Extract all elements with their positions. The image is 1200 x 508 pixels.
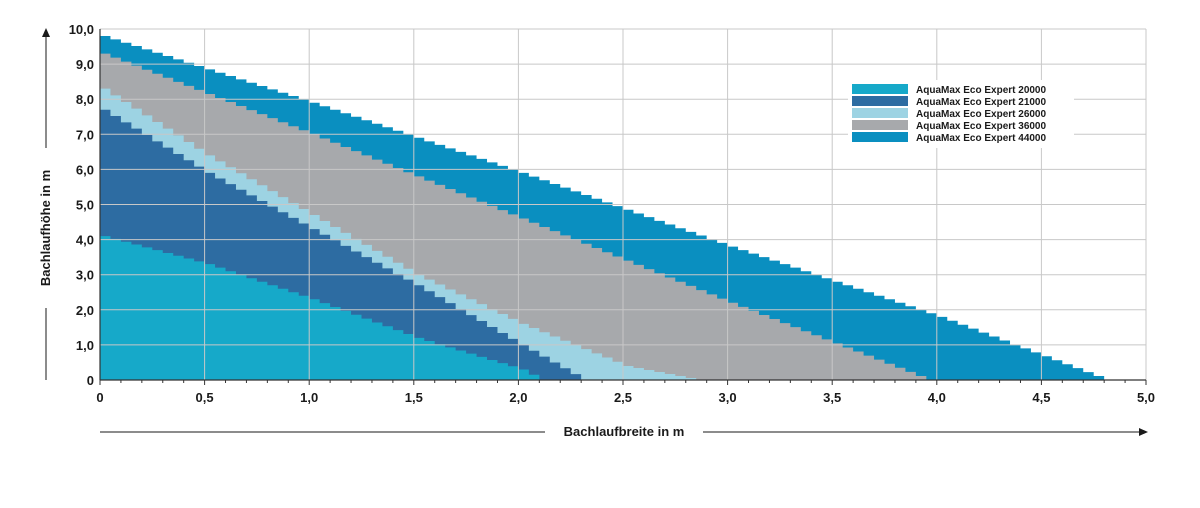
x-tick-labels: 0 0,5 1,0 1,5 2,0 2,5 3,0 3,5 4,0 4,5 5,0 <box>96 390 1155 405</box>
x-tick-label: 2,0 <box>509 390 527 405</box>
y-tick-label: 2,0 <box>76 303 94 318</box>
x-tick-label: 2,5 <box>614 390 632 405</box>
series-areas <box>100 36 1105 381</box>
axes <box>99 29 1147 385</box>
x-tick-label: 0,5 <box>196 390 214 405</box>
legend-label: AquaMax Eco Expert 44000 <box>916 133 1046 144</box>
legend-label: AquaMax Eco Expert 21000 <box>916 97 1046 108</box>
y-tick-label: 0 <box>87 373 94 388</box>
series-area-20000 <box>100 236 540 380</box>
x-tick-label: 5,0 <box>1137 390 1155 405</box>
x-tick-label: 4,5 <box>1032 390 1050 405</box>
y-axis-arrowhead <box>42 28 50 37</box>
y-tick-label: 7,0 <box>76 127 94 142</box>
x-tick-label: 1,0 <box>300 390 318 405</box>
legend-label: AquaMax Eco Expert 36000 <box>916 121 1046 132</box>
legend-swatch <box>852 108 908 118</box>
y-tick-label: 9,0 <box>76 57 94 72</box>
y-tick-label: 8,0 <box>76 92 94 107</box>
grid-lines <box>99 28 1147 381</box>
y-tick-label: 6,0 <box>76 162 94 177</box>
x-tick-label: 0 <box>96 390 103 405</box>
y-tick-label: 4,0 <box>76 233 94 248</box>
legend-swatch <box>852 120 908 130</box>
x-axis-title: Bachlaufbreite in m <box>564 424 685 439</box>
y-axis-title-group: Bachlaufhöhe in m <box>38 28 53 380</box>
x-tick-label: 3,5 <box>823 390 841 405</box>
x-tick-label: 4,0 <box>928 390 946 405</box>
x-tick-label: 3,0 <box>719 390 737 405</box>
legend-swatch <box>852 84 908 94</box>
legend-swatch <box>852 96 908 106</box>
y-tick-label: 1,0 <box>76 338 94 353</box>
legend-label: AquaMax Eco Expert 26000 <box>916 109 1046 120</box>
y-tick-label: 5,0 <box>76 198 94 213</box>
legend-swatch <box>852 132 908 142</box>
x-tick-label: 1,5 <box>405 390 423 405</box>
legend-label: AquaMax Eco Expert 20000 <box>916 85 1046 96</box>
y-tick-labels: 0 1,0 2,0 3,0 4,0 5,0 6,0 7,0 8,0 9,0 10,0 <box>69 22 94 388</box>
x-axis-arrowhead <box>1139 428 1148 436</box>
y-axis-title: Bachlaufhöhe in m <box>38 170 53 286</box>
y-tick-label: 10,0 <box>69 22 94 37</box>
x-axis-title-group: Bachlaufbreite in m <box>100 424 1148 439</box>
y-tick-label: 3,0 <box>76 268 94 283</box>
